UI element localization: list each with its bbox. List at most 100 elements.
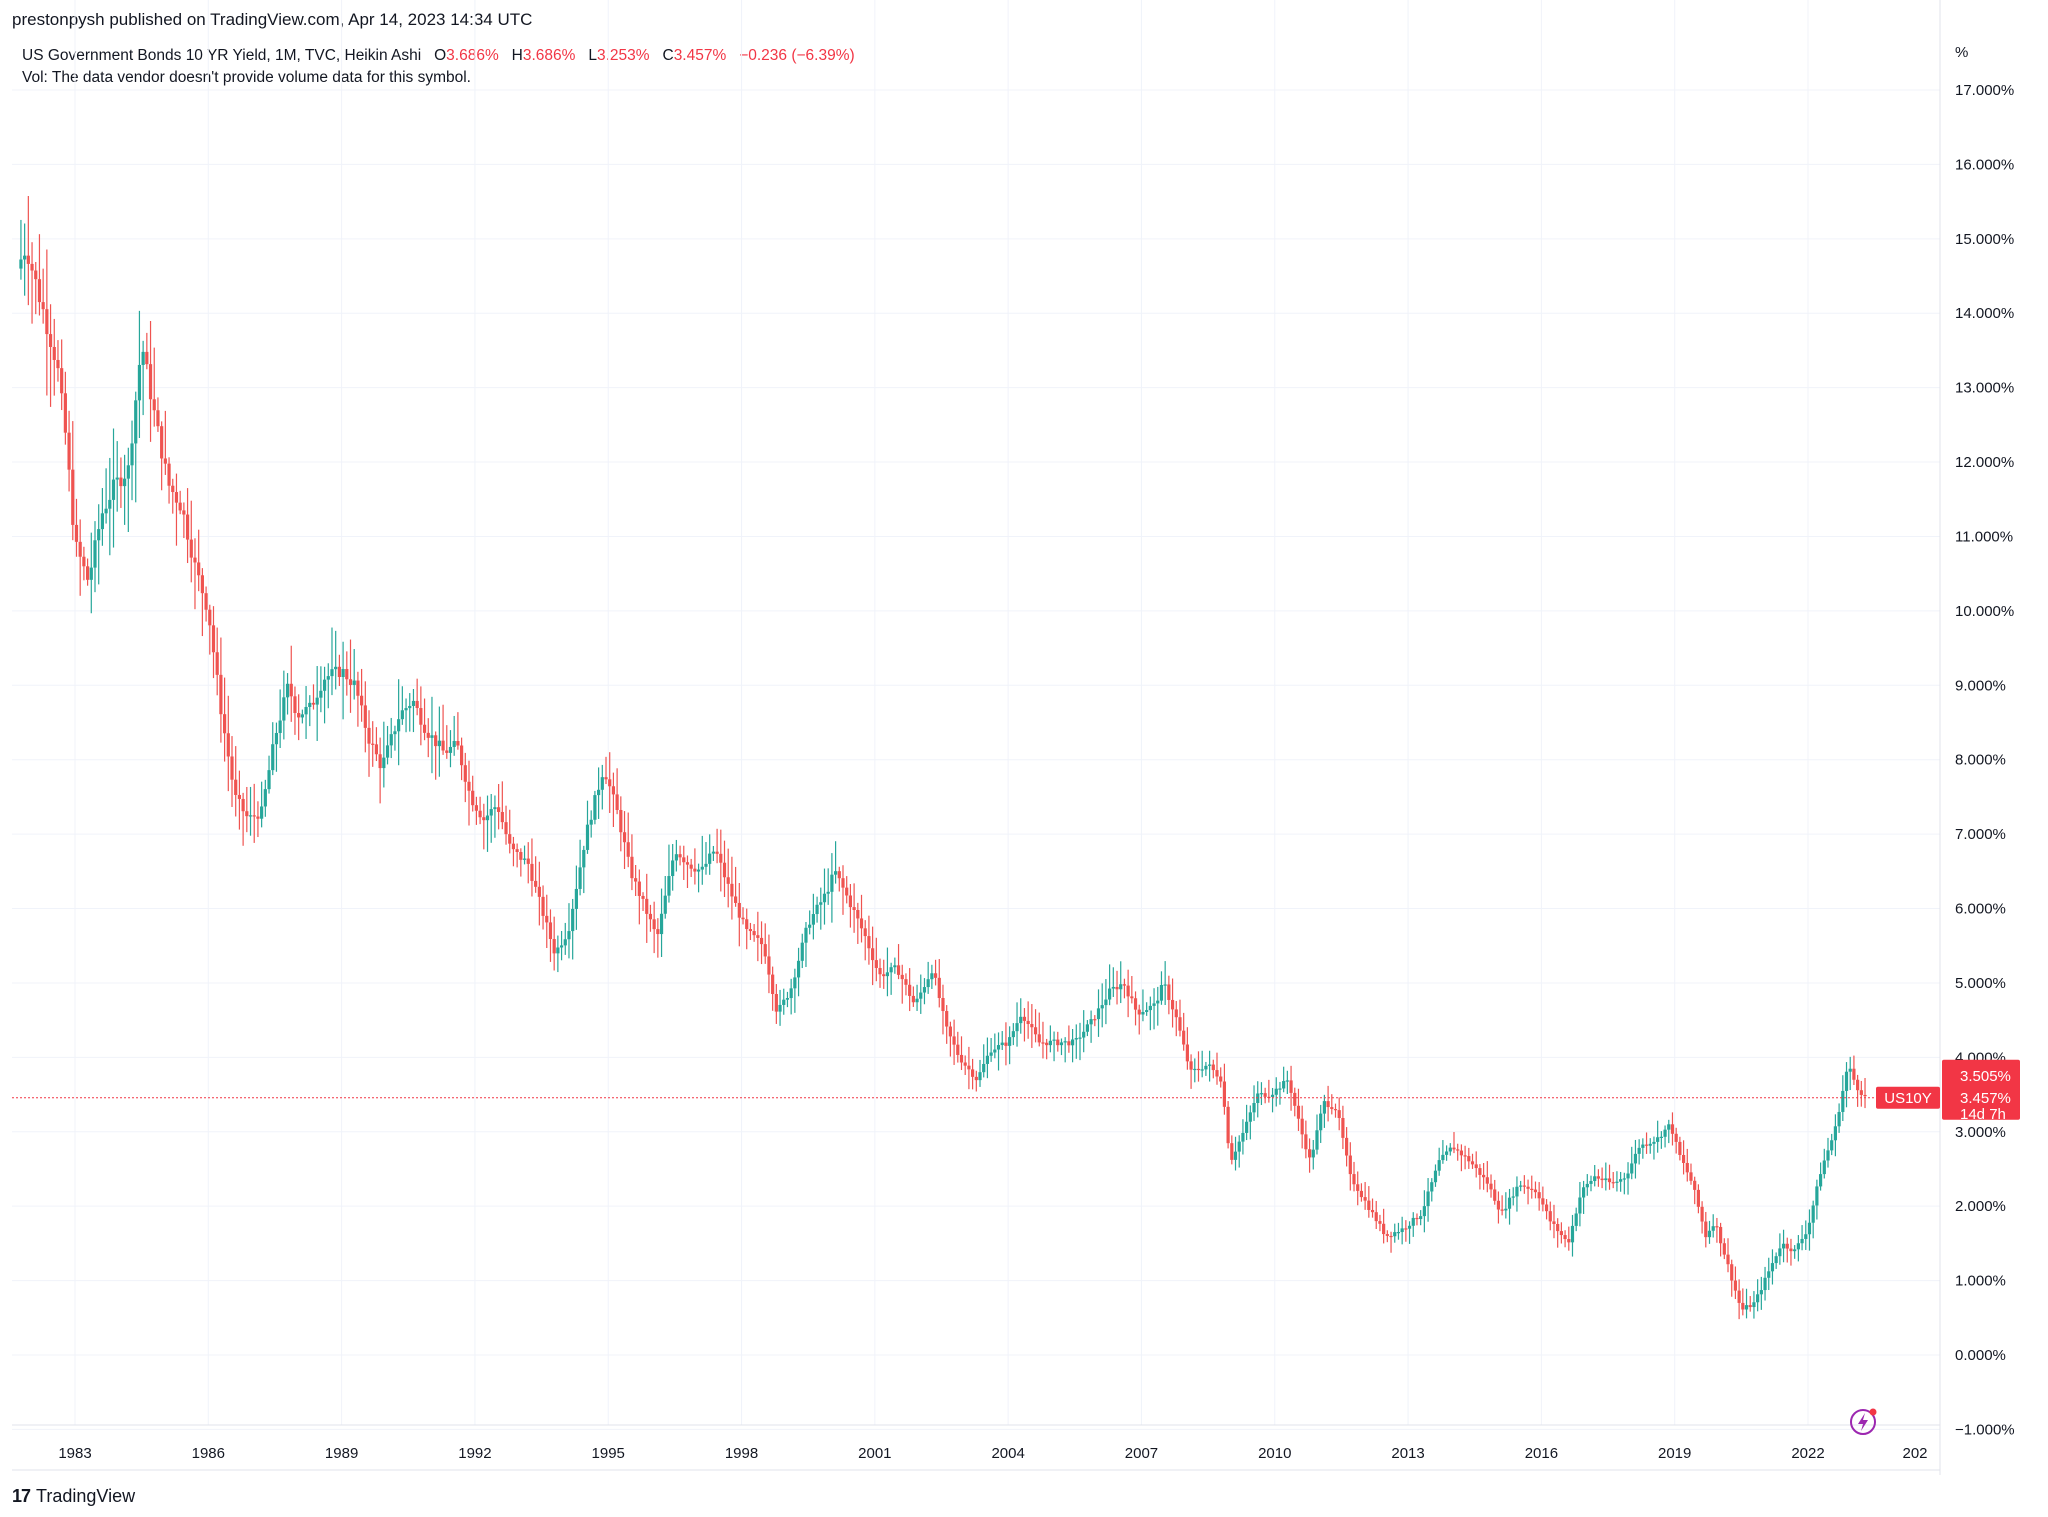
candle-body (852, 907, 856, 910)
candle-body (1059, 1042, 1064, 1046)
candle-body (474, 805, 479, 811)
candle-body (1637, 1147, 1641, 1154)
candle-body (1274, 1088, 1278, 1095)
candle-body (1659, 1136, 1663, 1138)
candle-body (634, 878, 638, 882)
candle-body (1174, 1009, 1178, 1018)
price-tick-label: 6.000% (1955, 901, 2006, 918)
legend-open-label: O (434, 47, 447, 64)
candle-body (1578, 1197, 1582, 1214)
candle-body (1581, 1187, 1586, 1198)
candle-body (1837, 1111, 1841, 1127)
candle-body (489, 809, 493, 816)
candle-body (1604, 1178, 1608, 1181)
candle-body (1456, 1149, 1460, 1151)
candle-body (397, 719, 401, 732)
candle-body (74, 524, 79, 542)
candle-body (171, 485, 175, 493)
candle-body (1204, 1065, 1208, 1070)
countdown-badge: 14d 7h (1960, 1106, 2006, 1123)
candle-body (1396, 1232, 1401, 1234)
candle-body (915, 998, 919, 1003)
candle-body (385, 745, 390, 758)
candle-body (1696, 1189, 1700, 1207)
candle-body (319, 690, 323, 698)
candle-body (1611, 1182, 1615, 1184)
candle-body (178, 502, 182, 511)
legend-symbol[interactable]: US Government Bonds 10 YR Yield, 1M, TVC… (22, 47, 422, 64)
candle-body (1678, 1141, 1682, 1155)
symbol-tag[interactable]: US10Y (1876, 1086, 1940, 1109)
time-axis[interactable]: 1983 1986 1989 1992 1995 1998 2001 2004 2007 2010… (58, 1445, 1927, 1462)
candle-body (900, 974, 904, 980)
candle-body (541, 896, 545, 916)
candle-body (1167, 984, 1171, 1000)
candle-body (1237, 1141, 1241, 1152)
candle-body (626, 842, 630, 857)
candle-body (1489, 1183, 1493, 1190)
candle-body (508, 834, 512, 844)
candle-body (1074, 1038, 1078, 1040)
candle-body (696, 869, 701, 872)
candle-body (630, 856, 634, 879)
candle-body (896, 965, 901, 975)
candle-body (811, 914, 815, 925)
candle-body (948, 1026, 952, 1037)
candle-body (1707, 1230, 1712, 1238)
candle-body (1141, 1011, 1145, 1015)
candle-body (267, 770, 271, 790)
time-tick-label: 1995 (592, 1445, 625, 1462)
candle-body (726, 877, 730, 884)
candle-body (1137, 1009, 1141, 1015)
candle-body (1741, 1302, 1745, 1310)
candle-body (1796, 1243, 1800, 1250)
candle-body (1063, 1041, 1067, 1043)
candle-body (411, 700, 416, 706)
candle-body (871, 948, 875, 961)
price-badge-bg (1942, 1059, 2020, 1120)
candle-body (1641, 1144, 1645, 1148)
candle-body (1856, 1079, 1860, 1091)
candle-body (445, 750, 449, 753)
candle-body (500, 811, 504, 823)
candle-body (1193, 1068, 1197, 1071)
lightning-icon[interactable] (1850, 1408, 1877, 1435)
candle-body (1815, 1186, 1819, 1206)
candle-body (674, 854, 678, 861)
candle-body (956, 1044, 960, 1055)
candle-body (1385, 1234, 1389, 1236)
candle-body (123, 478, 127, 487)
candle-body (959, 1054, 964, 1063)
candle-body (1485, 1177, 1489, 1184)
candle-body (967, 1065, 971, 1070)
candle-body (1411, 1217, 1415, 1226)
candle-body (600, 777, 604, 790)
candle-body (1133, 998, 1138, 1010)
candle-body (1596, 1176, 1601, 1179)
price-axis[interactable]: 17.000% 16.000% 15.000% 14.000% 13.000% 12.00… (1955, 82, 2015, 1438)
publisher-line: prestonpysh published on TradingView.com… (12, 10, 533, 29)
tradingview-logo[interactable]: 17 TradingView (12, 1486, 135, 1507)
candle-body (85, 566, 90, 580)
symbol-tag-label: US10Y (1884, 1090, 1932, 1107)
candle-body (1515, 1186, 1519, 1197)
time-tick-label: 2019 (1658, 1445, 1691, 1462)
candle-body (1519, 1185, 1523, 1187)
candle-body (400, 710, 404, 720)
candle-body (1482, 1174, 1486, 1178)
candle-body (1574, 1213, 1578, 1226)
candle-body (223, 714, 227, 734)
candle-body (1759, 1290, 1763, 1295)
candle-body (308, 702, 312, 707)
candle-body (993, 1049, 997, 1053)
candle-body (1263, 1093, 1267, 1097)
candle-body (452, 741, 456, 747)
candle-body (1452, 1147, 1456, 1150)
candle-body (1359, 1190, 1364, 1198)
candle-body (341, 669, 345, 678)
symbol-tag-bg (1876, 1086, 1940, 1109)
candle-body (1104, 999, 1108, 1006)
candle-body (700, 866, 704, 870)
candle-body (437, 740, 441, 747)
